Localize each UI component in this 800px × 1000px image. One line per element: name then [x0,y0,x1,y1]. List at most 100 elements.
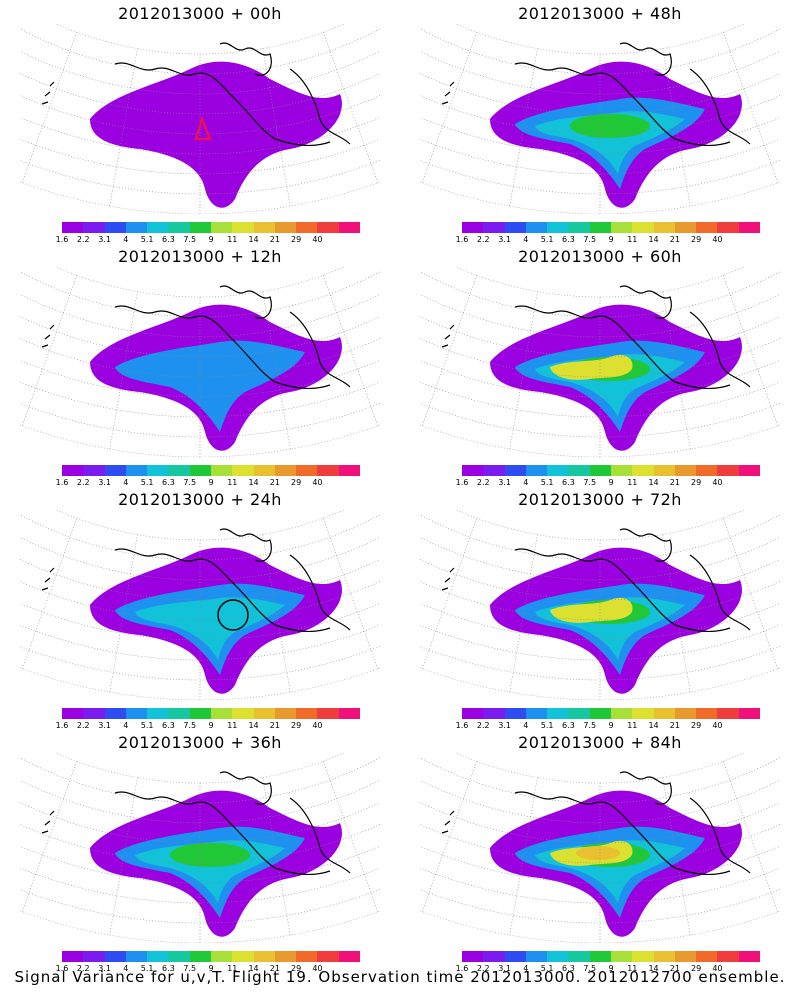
colorbar-label: 1.6 [455,478,469,487]
variance-field [90,790,342,937]
colorbar-label: 29 [291,235,302,244]
colorbar-swatch [547,951,569,962]
colorbar-swatch [62,222,84,233]
colorbar-label: 11 [227,721,238,730]
colorbar-swatch [610,222,633,233]
colorbar-swatch [589,465,611,476]
colorbar-swatch [525,465,548,476]
colorbar-label: 1.6 [455,721,469,730]
colorbar-label: 6.3 [162,235,175,244]
colorbar-swatch [610,951,633,962]
colorbar-label: 21 [269,235,280,244]
colorbar-label: 1.6 [55,964,69,973]
observation-marker [194,115,212,141]
colorbar-swatch [168,465,190,476]
colorbar-labels: 1.6 2.2 3.1 4 5.1 6.3 7.5 9 11 14 21 29 40 [455,478,768,488]
colorbar-swatch [632,222,654,233]
colorbar-swatch [253,708,275,719]
colorbar-label: 29 [291,721,302,730]
colorbar-swatch [483,708,505,719]
lat-lon-grid [420,271,780,457]
colorbar-swatch [525,222,548,233]
forecast-panel: 2012013000 + 36h 1.6 2.2 3.1 4 5.1 6.3 7.5 9 11 14… [0,729,400,974]
colorbar-label: 29 [691,478,702,487]
colorbar-label: 6.3 [162,721,175,730]
colorbar-label: 4 [523,235,529,244]
colorbar-label: 14 [248,478,259,487]
colorbar [462,951,760,962]
field-band-mid [115,340,305,432]
variance-field [490,304,742,451]
colorbar-swatch [547,708,569,719]
colorbar-label: 4 [123,721,129,730]
colorbar-swatch [738,222,760,233]
colorbar-label: 4 [523,478,529,487]
colorbar-swatch [674,222,697,233]
colorbar-label: 1.6 [55,721,69,730]
colorbar-label: 5.1 [140,721,154,730]
colorbar-swatch [568,222,590,233]
colorbar-swatch [62,465,84,476]
colorbar-swatch [674,708,697,719]
colorbar [62,951,360,962]
colorbar-swatch [317,465,339,476]
colorbar-labels: 1.6 2.2 3.1 4 5.1 6.3 7.5 9 11 14 21 29 40 [55,721,368,731]
forecast-panel: 2012013000 + 48h 1.6 2.2 3.1 4 5.1 6.3 7.5 9 11 14… [400,0,800,245]
colorbar-swatch [717,951,739,962]
colorbar-swatch [189,951,211,962]
variance-field [490,547,742,694]
colorbar-swatch [653,951,675,962]
colorbar-swatch [610,708,633,719]
colorbar-label: 21 [669,721,680,730]
colorbar-swatch [462,708,484,719]
colorbar-label: 11 [227,478,238,487]
colorbar-swatch [738,465,760,476]
colorbar-swatch [210,465,233,476]
colorbar [62,708,360,719]
colorbar-swatch [253,465,275,476]
colorbar-swatch [232,951,254,962]
colorbar-label: 40 [312,478,323,487]
coastlines [441,285,751,390]
colorbar-swatch [338,222,360,233]
colorbar-label: 3.1 [498,235,511,244]
variance-map [20,753,380,943]
coastlines [41,285,351,390]
colorbar-swatch [125,951,148,962]
colorbar-swatch [125,465,148,476]
colorbar-swatch [274,222,297,233]
colorbar-swatch [338,708,360,719]
colorbar-label: 29 [691,235,702,244]
colorbar-label: 29 [691,721,702,730]
colorbar-label: 2.2 [476,964,490,973]
colorbar-label: 40 [312,235,323,244]
colorbar-swatch [83,708,105,719]
colorbar-label: 5.1 [140,964,154,973]
colorbar-label: 6.3 [562,721,575,730]
colorbar-label: 29 [691,964,702,973]
colorbar-swatch [210,222,233,233]
colorbar-swatch [83,222,105,233]
forecast-panel: 2012013000 + 00h 1.6 2.2 3.1 4 5.1 6.3 7.5 9 11 14… [0,0,400,245]
colorbar-swatch [483,222,505,233]
forecast-panel: 2012013000 + 24h 1.6 2.2 3.1 4 5.1 6.3 7.5 9 11 14… [0,486,400,731]
panel-title: 2012013000 + 72h [518,490,682,509]
colorbar [62,465,360,476]
panel-title: 2012013000 + 60h [518,247,682,266]
coastlines [41,42,351,147]
variance-map [420,753,780,943]
colorbar-swatch [653,222,675,233]
colorbar-label: 9 [208,964,214,973]
variance-map [20,267,380,457]
variance-map [20,510,380,700]
colorbar-swatch [125,708,148,719]
colorbar-label: 5.1 [140,235,154,244]
colorbar [462,222,760,233]
colorbar-swatch [210,951,233,962]
lat-lon-grid [20,757,380,943]
colorbar-swatch [104,465,126,476]
coastlines [41,771,351,876]
colorbar-swatch [738,951,760,962]
colorbar-swatch [338,465,360,476]
variance-field [90,61,342,208]
